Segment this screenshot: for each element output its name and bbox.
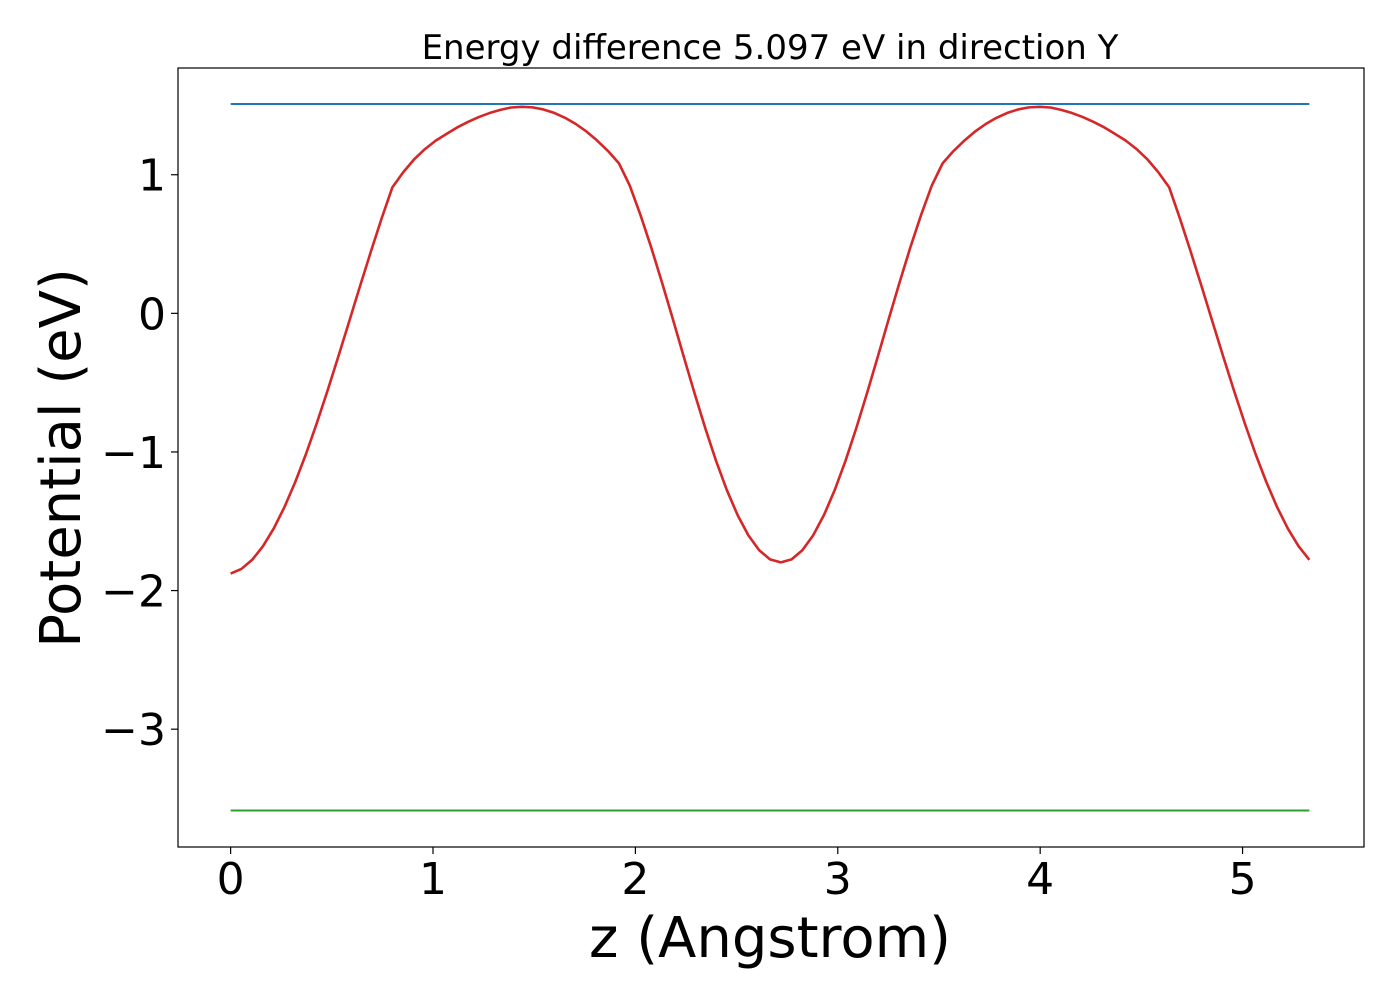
chart-title: Energy difference 5.097 eV in direction … (422, 28, 1119, 68)
y-axis-label: Potential (eV) (29, 268, 94, 648)
axes: 0 1 2 3 4 5 −3 −2 −1 0 1 (101, 151, 1256, 905)
x-tick-label: 5 (1229, 854, 1257, 905)
x-tick-label: 2 (621, 854, 649, 905)
potential-curve-line (230, 105, 1311, 575)
y-tick-label: 0 (138, 289, 166, 340)
x-tick-label: 1 (419, 854, 447, 905)
y-tick-label: −2 (101, 567, 166, 618)
plot-area (230, 103, 1311, 812)
y-tick-label: −1 (101, 428, 166, 479)
x-tick-label: 3 (824, 854, 852, 905)
plot-frame (177, 67, 1365, 848)
x-tick-label: 4 (1026, 854, 1054, 905)
x-tick-label: 0 (217, 854, 245, 905)
y-tick-label: −3 (101, 705, 166, 756)
y-tick-label: 1 (138, 151, 166, 202)
x-axis-label: z (Angstrom) (589, 906, 951, 971)
